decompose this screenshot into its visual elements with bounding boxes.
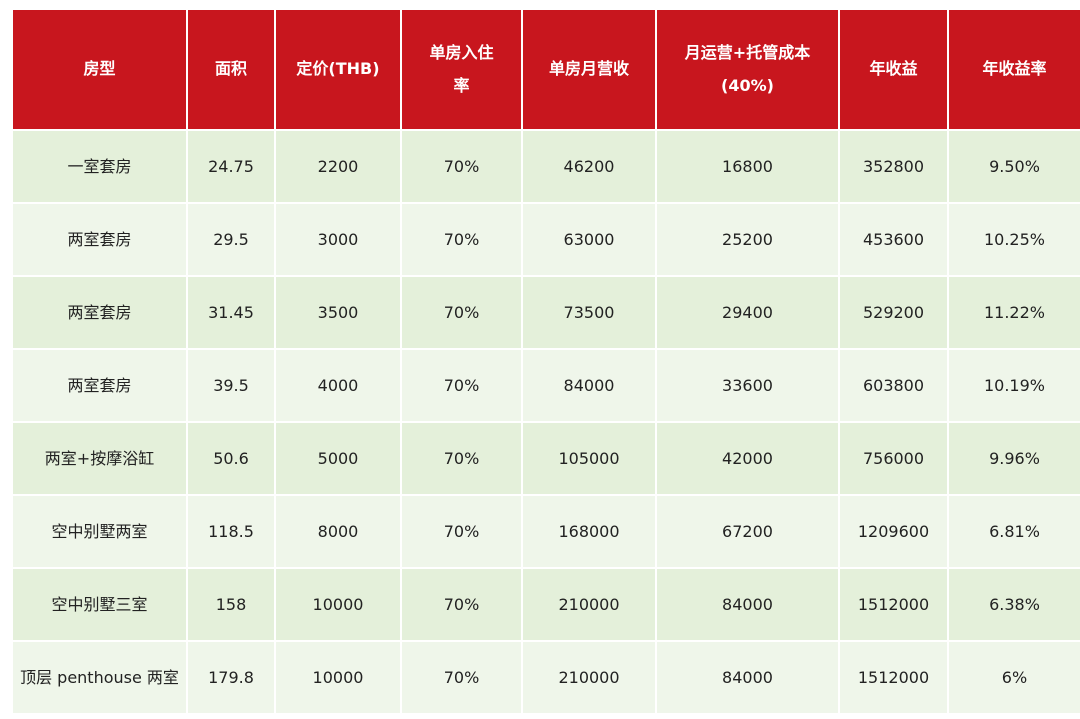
cell-monthly-revenue: 210000 [523,642,655,713]
cell-area: 31.45 [188,277,274,348]
cell-occupancy-rate: 70% [402,496,521,567]
cell-room-type: 两室套房 [13,277,186,348]
cell-monthly-cost: 84000 [657,642,838,713]
header-room-type: 房型 [13,10,186,129]
cell-monthly-revenue: 46200 [523,131,655,202]
cell-room-type: 一室套房 [13,131,186,202]
cell-annual-yield: 10.19% [949,350,1080,421]
cell-price-thb: 8000 [276,496,400,567]
cell-annual-yield: 6% [949,642,1080,713]
cell-room-type: 空中别墅三室 [13,569,186,640]
cell-occupancy-rate: 70% [402,131,521,202]
cell-area: 158 [188,569,274,640]
header-annual-yield: 年收益率 [949,10,1080,129]
cell-occupancy-rate: 70% [402,423,521,494]
cell-annual-yield: 9.50% [949,131,1080,202]
cell-price-thb: 10000 [276,569,400,640]
cell-annual-yield: 6.38% [949,569,1080,640]
cell-annual-income: 529200 [840,277,947,348]
cell-occupancy-rate: 70% [402,277,521,348]
cell-monthly-revenue: 73500 [523,277,655,348]
cell-annual-yield: 10.25% [949,204,1080,275]
room-yield-table: 房型 面积 定价(THB) 单房入住 率单房月营收 月运营+托管成本 (40%) 年收益年… [13,10,1080,713]
cell-occupancy-rate: 70% [402,204,521,275]
cell-annual-income: 1512000 [840,569,947,640]
cell-occupancy-rate: 70% [402,350,521,421]
cell-annual-income: 603800 [840,350,947,421]
header-monthly-revenue: 单房月营收 [523,10,655,129]
header-monthly-cost: 月运营+托管成本 (40%) [657,10,838,129]
cell-annual-income: 756000 [840,423,947,494]
cell-monthly-revenue: 63000 [523,204,655,275]
cell-price-thb: 4000 [276,350,400,421]
cell-monthly-cost: 16800 [657,131,838,202]
cell-annual-yield: 6.81% [949,496,1080,567]
header-price-thb: 定价(THB) [276,10,400,129]
cell-room-type: 顶层 penthouse 两室 [13,642,186,713]
cell-monthly-revenue: 210000 [523,569,655,640]
cell-price-thb: 10000 [276,642,400,713]
cell-monthly-revenue: 105000 [523,423,655,494]
cell-area: 50.6 [188,423,274,494]
cell-price-thb: 5000 [276,423,400,494]
cell-occupancy-rate: 70% [402,569,521,640]
cell-annual-income: 453600 [840,204,947,275]
cell-annual-income: 1512000 [840,642,947,713]
cell-annual-yield: 9.96% [949,423,1080,494]
cell-monthly-cost: 84000 [657,569,838,640]
cell-monthly-cost: 42000 [657,423,838,494]
header-annual-income: 年收益 [840,10,947,129]
cell-area: 39.5 [188,350,274,421]
cell-room-type: 空中别墅两室 [13,496,186,567]
cell-annual-income: 1209600 [840,496,947,567]
cell-area: 118.5 [188,496,274,567]
cell-monthly-cost: 33600 [657,350,838,421]
cell-monthly-cost: 67200 [657,496,838,567]
cell-area: 24.75 [188,131,274,202]
cell-monthly-cost: 29400 [657,277,838,348]
cell-annual-yield: 11.22% [949,277,1080,348]
cell-room-type: 两室套房 [13,350,186,421]
header-area: 面积 [188,10,274,129]
cell-room-type: 两室套房 [13,204,186,275]
cell-price-thb: 2200 [276,131,400,202]
cell-monthly-revenue: 84000 [523,350,655,421]
cell-annual-income: 352800 [840,131,947,202]
cell-occupancy-rate: 70% [402,642,521,713]
header-occupancy-rate: 单房入住 率 [402,10,521,129]
cell-monthly-cost: 25200 [657,204,838,275]
cell-price-thb: 3000 [276,204,400,275]
cell-room-type: 两室+按摩浴缸 [13,423,186,494]
cell-price-thb: 3500 [276,277,400,348]
cell-monthly-revenue: 168000 [523,496,655,567]
cell-area: 29.5 [188,204,274,275]
cell-area: 179.8 [188,642,274,713]
